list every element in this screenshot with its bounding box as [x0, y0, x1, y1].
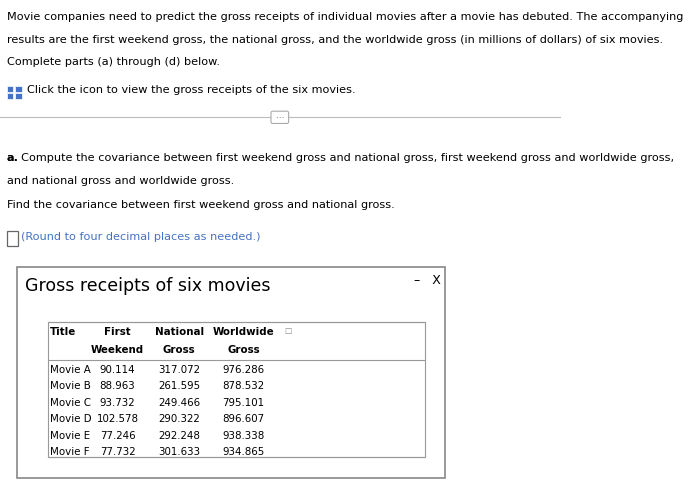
Bar: [15, 94, 22, 100]
Text: Movie D: Movie D: [50, 413, 92, 423]
Text: (Round to four decimal places as needed.): (Round to four decimal places as needed.…: [21, 231, 261, 241]
Text: 795.101: 795.101: [223, 397, 265, 407]
Text: Title: Title: [50, 326, 76, 336]
Text: ···: ···: [272, 114, 287, 122]
Text: National: National: [155, 326, 204, 336]
Bar: [7, 87, 13, 93]
Text: Gross receipts of six movies: Gross receipts of six movies: [25, 276, 271, 294]
Text: Movie E: Movie E: [50, 430, 90, 440]
Text: Movie F: Movie F: [50, 446, 90, 456]
Text: 90.114: 90.114: [99, 364, 135, 374]
Text: 934.865: 934.865: [223, 446, 265, 456]
Text: 292.248: 292.248: [158, 430, 200, 440]
Text: 301.633: 301.633: [158, 446, 200, 456]
Text: Movie B: Movie B: [50, 381, 91, 390]
Text: Worldwide: Worldwide: [213, 326, 274, 336]
Text: Complete parts (a) through (d) below.: Complete parts (a) through (d) below.: [7, 57, 220, 67]
Text: 102.578: 102.578: [97, 413, 139, 423]
Text: Find the covariance between first weekend gross and national gross.: Find the covariance between first weeken…: [7, 200, 395, 210]
Text: 88.963: 88.963: [99, 381, 135, 390]
Text: 249.466: 249.466: [158, 397, 200, 407]
Text: 317.072: 317.072: [158, 364, 200, 374]
Bar: [7, 94, 13, 100]
Text: results are the first weekend gross, the national gross, and the worldwide gross: results are the first weekend gross, the…: [7, 35, 663, 45]
Bar: [15, 87, 22, 93]
Text: 261.595: 261.595: [158, 381, 200, 390]
Text: 938.338: 938.338: [223, 430, 265, 440]
Text: 93.732: 93.732: [99, 397, 135, 407]
Text: Movie A: Movie A: [50, 364, 91, 374]
Text: and national gross and worldwide gross.: and national gross and worldwide gross.: [7, 175, 234, 185]
Text: First: First: [104, 326, 131, 336]
Text: □: □: [284, 325, 291, 334]
Text: a.: a.: [7, 153, 19, 163]
Text: 77.246: 77.246: [99, 430, 135, 440]
Text: Click the icon to view the gross receipts of the six movies.: Click the icon to view the gross receipt…: [27, 84, 356, 95]
Text: 77.732: 77.732: [99, 446, 135, 456]
Text: 976.286: 976.286: [223, 364, 265, 374]
FancyBboxPatch shape: [17, 268, 445, 478]
Text: 896.607: 896.607: [223, 413, 265, 423]
Bar: [48, 323, 426, 457]
Text: Gross: Gross: [227, 344, 260, 354]
Text: Movie C: Movie C: [50, 397, 91, 407]
Text: a. Compute the covariance between first weekend gross and national gross, first : a. Compute the covariance between first …: [7, 153, 674, 163]
Text: 878.532: 878.532: [223, 381, 265, 390]
Text: Gross: Gross: [163, 344, 195, 354]
Text: Movie companies need to predict the gross receipts of individual movies after a : Movie companies need to predict the gros…: [7, 12, 683, 22]
Text: 290.322: 290.322: [158, 413, 200, 423]
Bar: [7, 232, 18, 246]
Text: –   X: – X: [414, 273, 440, 287]
Text: Weekend: Weekend: [91, 344, 144, 354]
